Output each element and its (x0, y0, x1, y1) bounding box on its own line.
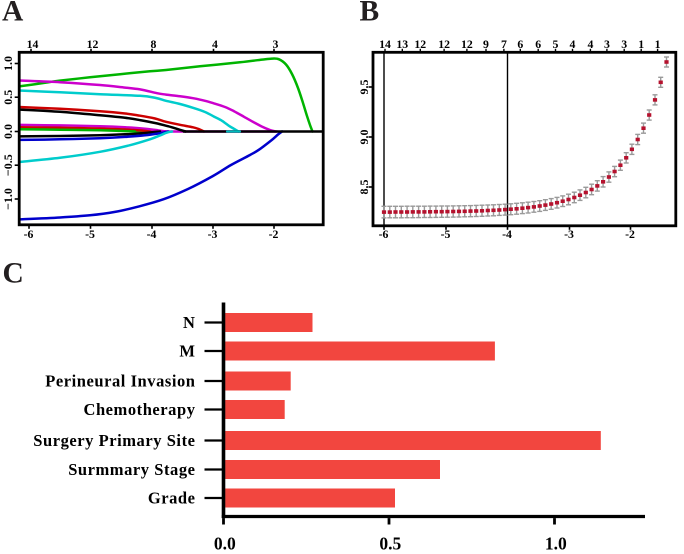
svg-text:0.5: 0.5 (379, 534, 401, 554)
svg-text:-4: -4 (147, 227, 157, 241)
svg-text:0.0: 0.0 (214, 534, 236, 554)
svg-text:5: 5 (553, 37, 559, 51)
svg-text:4: 4 (212, 37, 218, 51)
svg-text:3: 3 (604, 37, 610, 51)
svg-text:0.0: 0.0 (1, 124, 15, 139)
svg-text:1: 1 (655, 37, 661, 51)
svg-text:Surmmary Stage: Surmmary Stage (68, 460, 195, 479)
svg-text:14: 14 (27, 37, 39, 51)
svg-text:12: 12 (414, 37, 426, 51)
svg-text:8: 8 (151, 37, 157, 51)
svg-text:9.0: 9.0 (357, 130, 371, 145)
svg-text:C: C (3, 258, 24, 290)
svg-text:12: 12 (461, 37, 473, 51)
svg-text:A: A (2, 0, 24, 28)
svg-text:-3: -3 (208, 227, 218, 241)
svg-text:-5: -5 (441, 227, 451, 241)
svg-text:1.0: 1.0 (545, 534, 567, 554)
svg-text:3: 3 (273, 37, 279, 51)
svg-text:4: 4 (587, 37, 593, 51)
svg-text:6: 6 (535, 37, 541, 51)
svg-text:-5: -5 (85, 227, 95, 241)
svg-text:6: 6 (517, 37, 523, 51)
svg-text:N: N (183, 313, 195, 332)
svg-text:-3: -3 (564, 227, 574, 241)
svg-text:9: 9 (483, 37, 489, 51)
svg-text:B: B (360, 0, 380, 28)
svg-text:-2: -2 (625, 227, 635, 241)
svg-text:Surgery Primary Site: Surgery Primary Site (33, 431, 195, 450)
svg-text:−1.0: −1.0 (1, 188, 15, 210)
svg-text:-6: -6 (379, 227, 389, 241)
svg-text:8.5: 8.5 (357, 180, 371, 195)
svg-text:3: 3 (621, 37, 627, 51)
svg-text:12: 12 (438, 37, 450, 51)
svg-text:-4: -4 (502, 227, 512, 241)
svg-text:Grade: Grade (148, 489, 196, 508)
svg-text:1.0: 1.0 (1, 56, 15, 71)
svg-text:12: 12 (87, 37, 99, 51)
svg-text:M: M (179, 342, 195, 361)
svg-text:9.5: 9.5 (357, 80, 371, 95)
svg-text:0.5: 0.5 (1, 90, 15, 105)
svg-text:−0.5: −0.5 (1, 154, 15, 176)
svg-text:13: 13 (396, 37, 408, 51)
svg-text:-6: -6 (24, 227, 34, 241)
svg-text:1: 1 (638, 37, 644, 51)
svg-text:14: 14 (379, 37, 391, 51)
svg-text:4: 4 (570, 37, 576, 51)
svg-text:Chemotherapy: Chemotherapy (83, 400, 195, 419)
svg-text:Perineural Invasion: Perineural Invasion (45, 372, 195, 391)
svg-text:7: 7 (501, 37, 507, 51)
svg-text:-2: -2 (269, 227, 279, 241)
